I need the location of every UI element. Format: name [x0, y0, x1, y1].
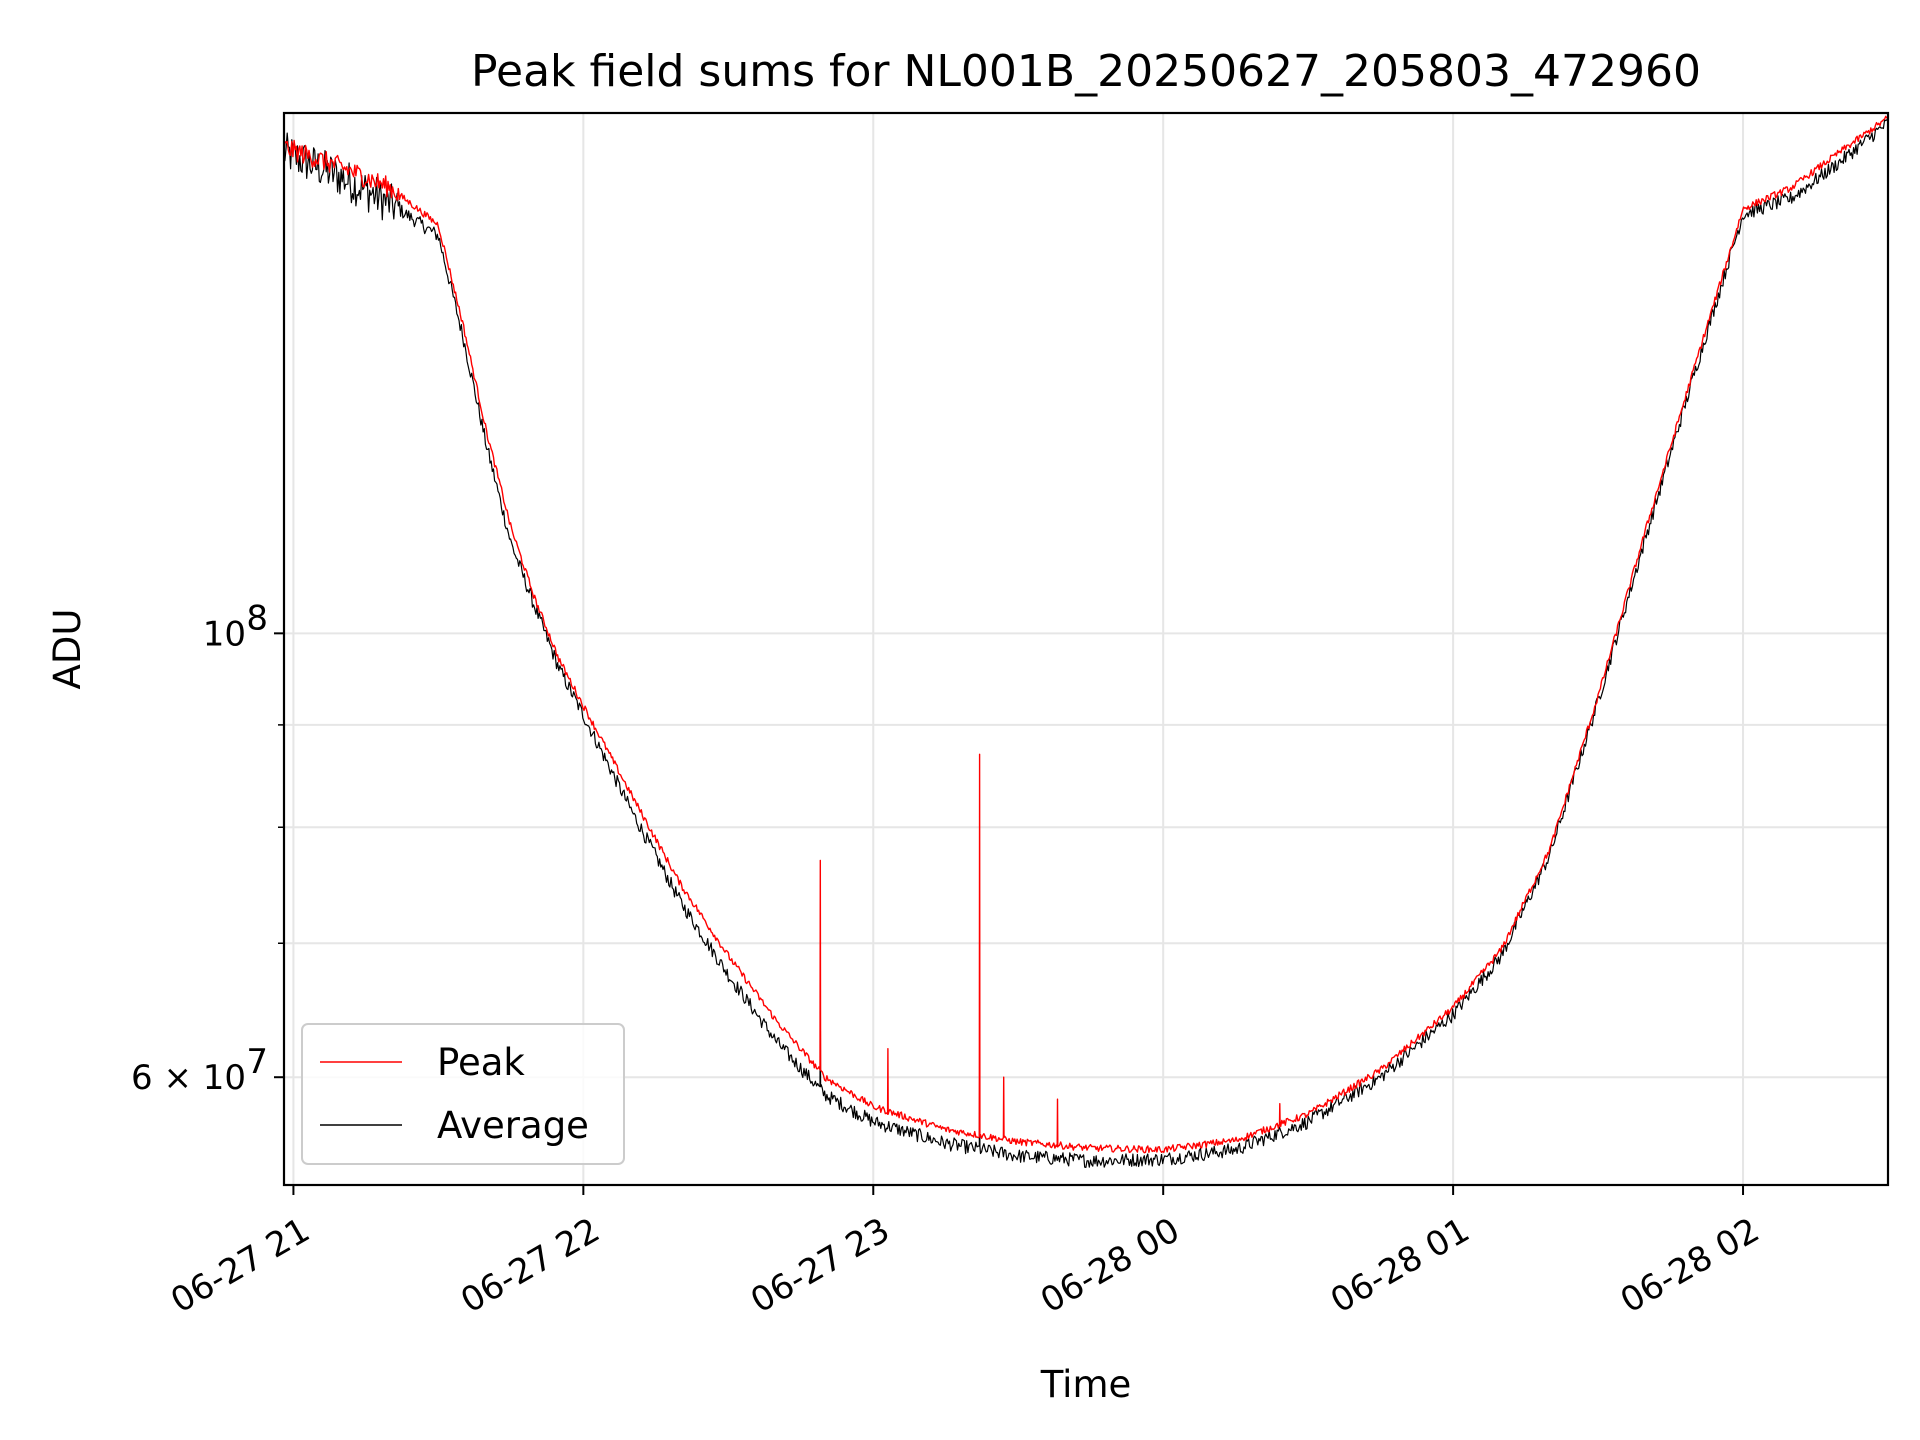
peak-series-line — [283, 115, 1889, 1154]
y-tick-label: 10 — [203, 614, 246, 654]
axes-frame — [282, 111, 1890, 1187]
y-tick-label-exponent: 8 — [246, 598, 268, 638]
chart-title: Peak field sums for NL001B_20250627_2058… — [471, 46, 1701, 97]
plot-area — [283, 115, 1889, 1168]
x-axis-label: Time — [1040, 1363, 1132, 1406]
legend: Peak Average — [301, 1023, 625, 1165]
legend-box — [301, 1023, 625, 1165]
legend-average-label: Average — [437, 1104, 589, 1147]
y-tick-label: 6 × 10 — [131, 1058, 246, 1098]
y-tick-label-exponent: 7 — [246, 1042, 268, 1082]
y-axis-label: ADU — [46, 609, 89, 690]
grid — [284, 113, 1888, 1185]
legend-peak-label: Peak — [437, 1041, 525, 1084]
